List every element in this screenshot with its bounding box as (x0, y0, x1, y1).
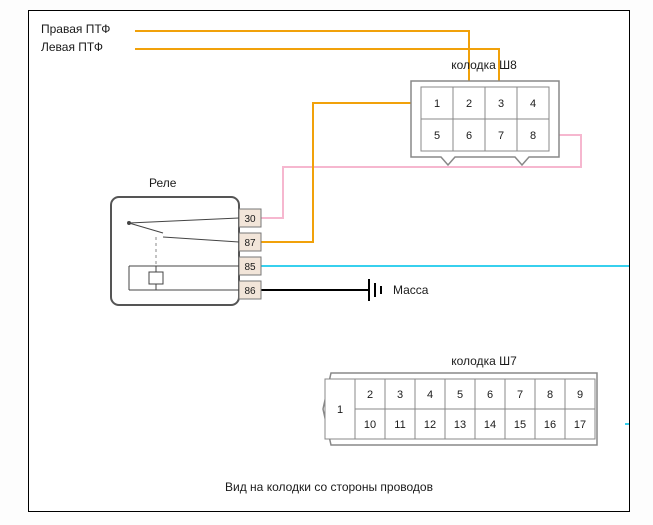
relay-body (111, 197, 239, 305)
sh7-cell-num: 14 (484, 419, 496, 431)
sh8-cell-num: 1 (434, 98, 440, 110)
sh7-cell-num: 7 (517, 389, 523, 401)
sh7-cell-num: 10 (364, 419, 376, 431)
relay-pin-num: 30 (244, 214, 256, 225)
sh8-cell-num: 6 (466, 130, 472, 142)
sh8-cell-num: 8 (530, 130, 536, 142)
wire-orange1 (135, 31, 469, 87)
sh7-cell-num: 12 (424, 419, 436, 431)
footer-caption: Вид на колодки со стороны проводов (225, 480, 433, 494)
sh7-cell-num: 3 (397, 389, 403, 401)
label-right-ptf: Правая ПТФ (41, 22, 110, 36)
sh7-cell-num: 13 (454, 419, 466, 431)
sh7-cell-num: 4 (427, 389, 433, 401)
label-relay: Реле (149, 176, 177, 190)
sh7-cell-num: 9 (577, 389, 583, 401)
wiring-svg: Правая ПТФ Левая ПТФ колодка Ш8 Реле Масса ко… (29, 11, 629, 511)
sh7-cell-num: 17 (574, 419, 586, 431)
label-sh8: колодка Ш8 (451, 58, 517, 72)
sh7-cell-num: 2 (367, 389, 373, 401)
label-left-ptf: Левая ПТФ (41, 40, 103, 54)
sh8-cell-num: 4 (530, 98, 536, 110)
relay-internal (127, 221, 131, 225)
label-sh7: колодка Ш7 (451, 354, 517, 368)
wire-orange3 (261, 103, 421, 242)
diagram-frame: Правая ПТФ Левая ПТФ колодка Ш8 Реле Масса ко… (28, 10, 630, 512)
sh8-cell-num: 2 (466, 98, 472, 110)
sh8-cell-num: 3 (498, 98, 504, 110)
sh7-cell-num: 16 (544, 419, 556, 431)
sh7-cell-num: 6 (487, 389, 493, 401)
sh7-cell-num: 11 (394, 419, 405, 431)
relay-pin-num: 87 (244, 238, 256, 249)
sh7-cell-num: 1 (337, 404, 343, 416)
sh8-cell-num: 5 (434, 130, 440, 142)
sh7-cell-num: 8 (547, 389, 553, 401)
relay-pin-num: 85 (244, 262, 256, 273)
label-ground: Масса (393, 283, 429, 297)
relay-pin-num: 86 (244, 286, 256, 297)
sh7-cell-num: 15 (514, 419, 526, 431)
sh7-cell-num: 5 (457, 389, 463, 401)
sh8-cell-num: 7 (498, 130, 504, 142)
